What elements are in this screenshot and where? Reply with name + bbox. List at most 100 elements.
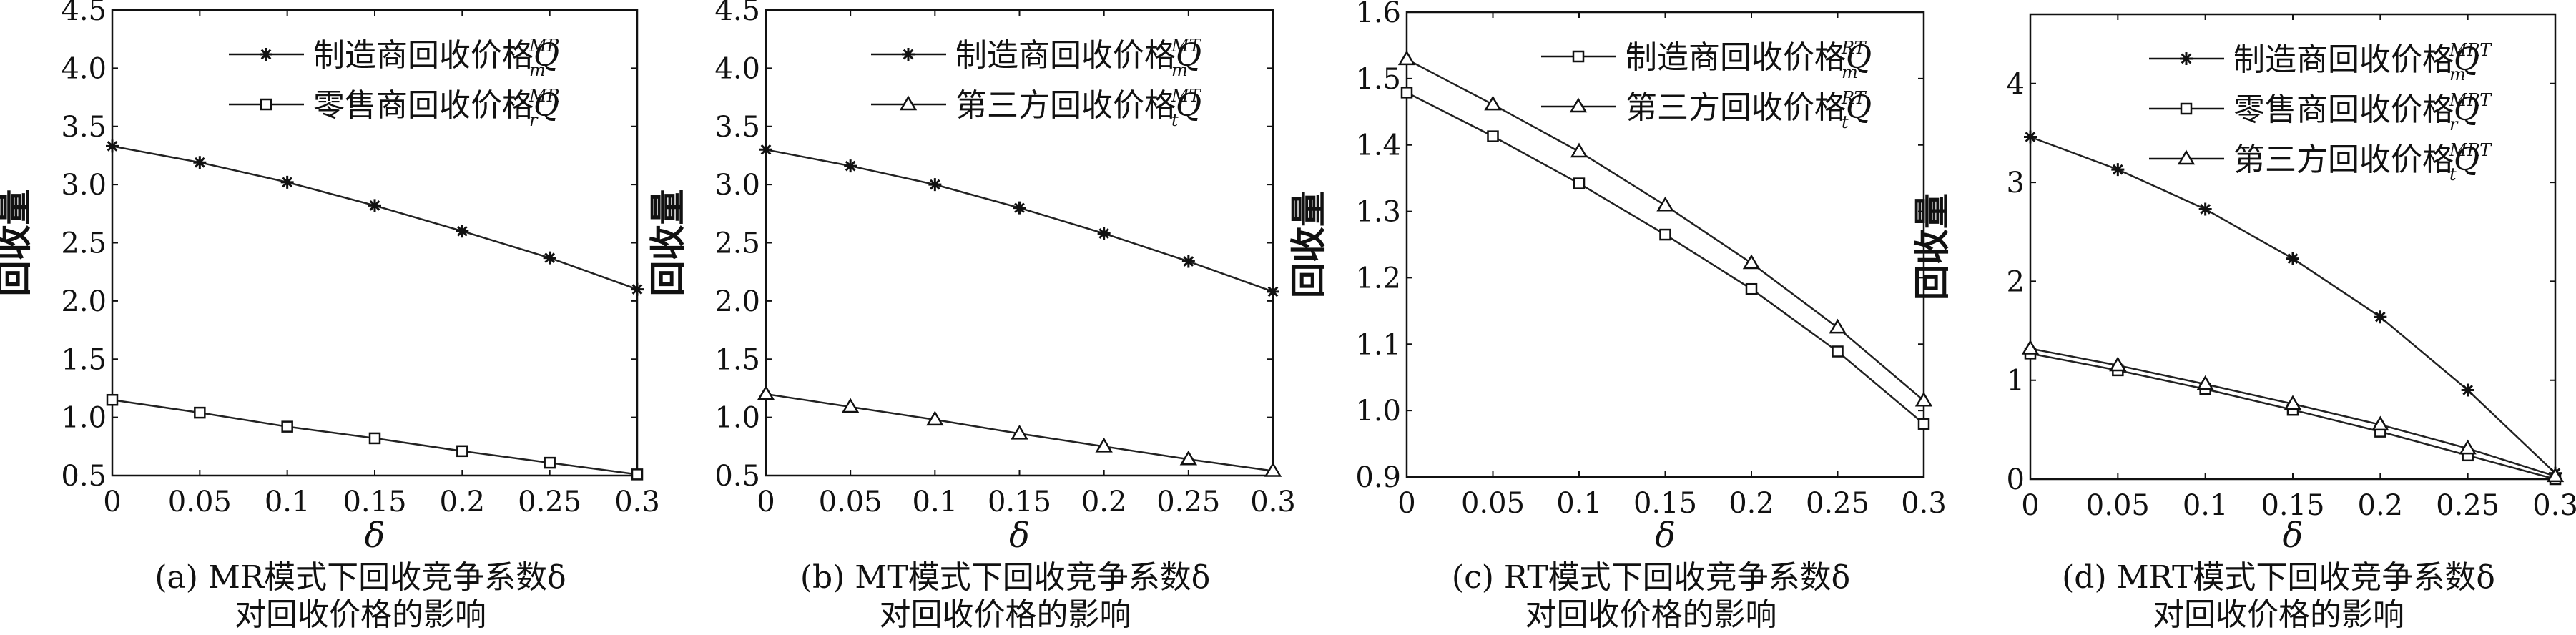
star-marker <box>1181 255 1195 268</box>
x-tick-label: 0.1 <box>265 486 310 518</box>
legend-superscript: MT <box>1171 36 1202 56</box>
x-tick-label: 0 <box>1397 487 1415 520</box>
chart-panel-a: 0 0.05 0.1 0.15 0.2 0.25 0.3 0.5 1.0 1.5 2.0 2.5 3.0… <box>0 0 660 633</box>
y-tick-label: 0 <box>2007 463 2025 496</box>
y-tick-label: 0.5 <box>714 460 760 493</box>
square-marker <box>260 98 272 111</box>
x-tick-label: 0.3 <box>614 486 660 518</box>
star-marker <box>844 159 857 173</box>
x-tick-label: 0.05 <box>819 486 883 518</box>
x-axis-label: δ <box>2283 516 2304 556</box>
series-t <box>1397 50 1933 407</box>
y-tick-label: 2.5 <box>61 227 107 260</box>
legend-symbol: Q <box>1176 37 1201 74</box>
legend-superscript: RT <box>1841 88 1867 108</box>
triangle-marker <box>2021 339 2040 355</box>
square-marker <box>1573 177 1586 189</box>
star-marker <box>543 251 556 265</box>
triangle-marker <box>2196 375 2214 390</box>
y-tick-label: 2.0 <box>714 285 760 318</box>
y-tick-label: 1.0 <box>714 402 760 435</box>
legend-name: 制造商回收价格 <box>313 37 534 74</box>
star-marker <box>193 156 207 169</box>
legend-symbol: Q <box>534 87 559 124</box>
series-m <box>759 143 1279 298</box>
caption-line-1: (d) MRT模式下回收竞争系数δ <box>2062 559 2495 596</box>
caption-line-2: 对回收价格的影响 <box>880 596 1131 633</box>
series-t <box>757 385 1282 477</box>
star-marker <box>1267 285 1279 298</box>
y-tick-label: 2 <box>2007 265 2025 298</box>
x-tick-label: 0.15 <box>1633 487 1697 520</box>
star-marker <box>2461 383 2474 397</box>
chart-panel-c: 0 0.05 0.1 0.15 0.2 0.25 0.3 0.9 1.0 1.1 1.2 1.3 1.4… <box>1287 0 1947 633</box>
legend-label: 第三方回收价格QRT t <box>1626 88 1872 132</box>
series-m <box>106 139 644 296</box>
triangle-marker <box>1656 196 1674 212</box>
triangle-marker <box>1484 95 1502 111</box>
square-marker <box>1917 418 1930 430</box>
legend-entry: 制造商回收价格QRT m <box>1541 38 1872 82</box>
legend-label: 第三方回收价格QMRT t <box>2233 140 2492 184</box>
x-tick-label: 0.25 <box>2436 489 2499 522</box>
x-axis-label: δ <box>365 516 385 556</box>
y-tick-label: 3.0 <box>714 169 760 202</box>
legend-subscript: m <box>1842 62 1858 82</box>
triangle-marker <box>2284 395 2302 410</box>
legend-name: 零售商回收价格 <box>2233 92 2454 128</box>
square-marker <box>1572 50 1585 63</box>
legend-subscript: r <box>2449 114 2459 134</box>
legend-superscript: MR <box>529 36 560 56</box>
legend-subscript: t <box>1171 110 1179 130</box>
y-tick-label: 2.5 <box>714 227 760 260</box>
axes-frame <box>111 9 639 477</box>
y-tick-label: 1.5 <box>714 343 760 376</box>
triangle-marker <box>1011 424 1028 440</box>
star-marker <box>631 282 644 296</box>
triangle-marker <box>926 410 944 426</box>
legend-label: 制造商回收价格QMR m <box>313 36 560 80</box>
legend-superscript: MRT <box>2449 90 2492 110</box>
square-marker <box>106 393 119 406</box>
y-tick-label: 3 <box>2007 167 2025 200</box>
x-tick-label: 0.2 <box>2358 489 2404 522</box>
square-marker <box>456 445 468 458</box>
y-tick-label: 1.5 <box>61 343 107 376</box>
star-marker <box>2286 252 2299 265</box>
star-marker <box>2180 52 2193 65</box>
series-t <box>2021 339 2565 483</box>
star-marker <box>759 143 772 157</box>
square-marker <box>194 406 206 419</box>
triangle-marker <box>899 95 918 111</box>
series-m <box>2024 130 2562 480</box>
series-m <box>1400 87 1930 430</box>
y-tick-label: 2.0 <box>61 285 107 318</box>
legend-subscript: m <box>529 60 546 80</box>
square-marker <box>631 468 644 481</box>
y-tick-label: 1.3 <box>1355 196 1401 229</box>
star-marker <box>2374 310 2387 324</box>
y-tick-label: 4.5 <box>61 0 107 27</box>
legend-subscript: m <box>1171 60 1188 80</box>
legend-superscript: MR <box>529 86 560 106</box>
caption-line-1: (c) RT模式下回收竞争系数δ <box>1452 559 1850 596</box>
legend-label: 零售商回收价格QMR r <box>313 86 560 130</box>
y-tick-label: 1.5 <box>1355 63 1401 96</box>
square-marker <box>1659 228 1671 241</box>
star-marker <box>456 225 469 238</box>
caption-line-2: 对回收价格的影响 <box>1525 596 1777 633</box>
triangle-marker <box>757 385 775 400</box>
legend-subscript: m <box>2449 64 2466 84</box>
y-tick-label: 4.0 <box>714 52 760 85</box>
series-line <box>1406 92 1924 425</box>
legend-name: 制造商回收价格 <box>955 37 1176 74</box>
square-marker <box>1832 345 1844 358</box>
triangle-marker <box>1914 391 1933 407</box>
chart-panel-d: 0 0.05 0.1 0.15 0.2 0.25 0.3 0 1 2 3 4 回收量 δ(d) MRT模式… <box>1911 13 2576 633</box>
triangle-marker <box>1179 450 1198 466</box>
x-tick-label: 0.15 <box>343 486 406 518</box>
square-marker <box>1487 130 1499 142</box>
legend-name: 制造商回收价格 <box>2233 41 2454 78</box>
x-tick-label: 0.05 <box>2086 489 2150 522</box>
